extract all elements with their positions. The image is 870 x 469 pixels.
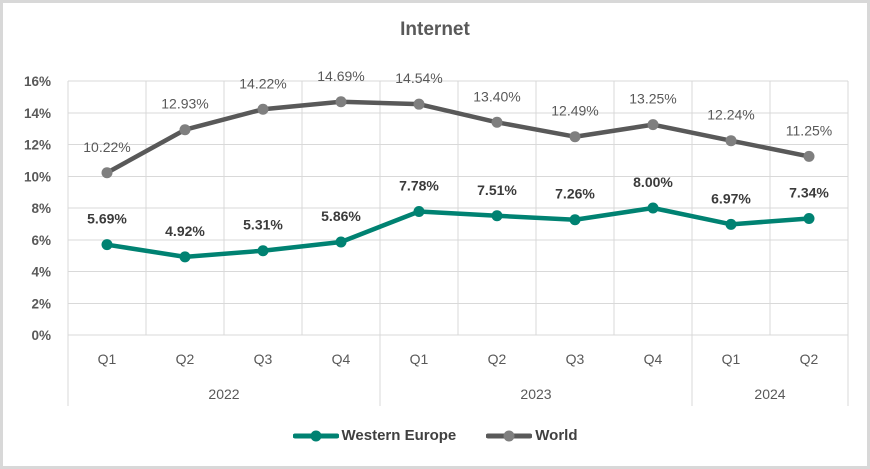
legend-marker-western-europe bbox=[292, 430, 339, 441]
data-label-western-europe: 7.26% bbox=[555, 186, 595, 202]
legend-label-western-europe: Western Europe bbox=[341, 427, 457, 444]
data-point-western-europe[interactable] bbox=[647, 202, 659, 214]
data-label-western-europe: 7.34% bbox=[789, 184, 829, 200]
x-axis-quarter-label: Q4 bbox=[644, 351, 663, 367]
data-label-world: 12.93% bbox=[161, 96, 208, 112]
data-label-world: 10.22% bbox=[83, 139, 130, 155]
x-axis-year-label: 2024 bbox=[754, 386, 785, 402]
data-label-world: 13.40% bbox=[473, 88, 520, 104]
data-point-world[interactable] bbox=[413, 98, 425, 110]
x-axis-quarter-label: Q2 bbox=[176, 351, 195, 367]
data-point-western-europe[interactable] bbox=[569, 214, 581, 226]
y-axis-tick-label: 2% bbox=[31, 296, 51, 311]
data-label-western-europe: 7.78% bbox=[399, 177, 439, 193]
legend-item-world[interactable]: World bbox=[486, 427, 577, 444]
data-point-western-europe[interactable] bbox=[179, 251, 191, 263]
data-label-world: 12.49% bbox=[551, 103, 598, 119]
data-label-world: 13.25% bbox=[629, 91, 676, 107]
data-label-western-europe: 4.92% bbox=[165, 223, 205, 239]
data-point-western-europe[interactable] bbox=[725, 218, 737, 230]
y-axis-tick-label: 4% bbox=[31, 265, 51, 280]
y-axis-tick-label: 8% bbox=[31, 201, 51, 216]
data-point-world[interactable] bbox=[647, 119, 659, 131]
series-line-western-europe[interactable] bbox=[104, 205, 812, 260]
data-point-western-europe[interactable] bbox=[257, 245, 269, 257]
data-point-world[interactable] bbox=[101, 167, 113, 179]
data-point-world[interactable] bbox=[257, 103, 269, 115]
y-axis-tick-label: 6% bbox=[31, 233, 51, 248]
data-point-western-europe[interactable] bbox=[101, 239, 113, 251]
x-axis-year-label: 2022 bbox=[208, 386, 239, 402]
y-axis-tick-label: 16% bbox=[24, 74, 51, 89]
data-point-world[interactable] bbox=[179, 124, 191, 136]
data-label-western-europe: 5.69% bbox=[87, 211, 127, 227]
legend-item-western-europe[interactable]: Western Europe bbox=[292, 427, 457, 444]
data-label-western-europe: 5.86% bbox=[321, 208, 361, 224]
data-label-world: 14.69% bbox=[317, 68, 364, 84]
data-label-world: 11.25% bbox=[786, 122, 832, 138]
y-axis-tick-label: 14% bbox=[24, 106, 51, 121]
data-label-world: 12.24% bbox=[707, 107, 754, 123]
data-point-world[interactable] bbox=[335, 96, 347, 108]
x-axis-quarter-label: Q1 bbox=[98, 351, 117, 367]
data-point-world[interactable] bbox=[491, 116, 503, 128]
data-point-world[interactable] bbox=[803, 150, 815, 162]
series-line-world[interactable] bbox=[104, 99, 812, 176]
x-axis-year-label: 2023 bbox=[520, 386, 551, 402]
plot-canvas: 0% 2% 4% 6% 8% 10% 12% 14% 16% Q1 Q2 Q3 Q4 Q1 Q2 Q3 Q4 Q1… bbox=[24, 68, 849, 406]
data-point-western-europe[interactable] bbox=[335, 236, 347, 248]
data-label-western-europe: 7.51% bbox=[477, 182, 517, 198]
x-axis-quarter-label: Q3 bbox=[566, 351, 585, 367]
data-label-western-europe: 5.31% bbox=[243, 217, 283, 233]
data-label-world: 14.54% bbox=[395, 70, 442, 86]
data-point-western-europe[interactable] bbox=[491, 210, 503, 222]
data-label-world: 14.22% bbox=[239, 75, 286, 91]
data-label-western-europe: 6.97% bbox=[711, 190, 751, 206]
x-axis-quarter-label: Q1 bbox=[722, 351, 741, 367]
legend-marker-world bbox=[486, 430, 533, 441]
x-axis-quarter-label: Q4 bbox=[332, 351, 351, 367]
x-axis-quarter-label: Q2 bbox=[488, 351, 507, 367]
data-point-western-europe[interactable] bbox=[803, 212, 815, 224]
y-axis-tick-label: 10% bbox=[24, 169, 51, 184]
x-axis-quarter-label: Q2 bbox=[800, 351, 819, 367]
chart-legend: Western Europe World bbox=[3, 427, 867, 444]
x-axis-quarter-label: Q3 bbox=[254, 351, 273, 367]
x-axis-quarter-label: Q1 bbox=[410, 351, 429, 367]
y-axis-tick-label: 0% bbox=[31, 328, 51, 343]
y-axis-tick-label: 12% bbox=[24, 138, 51, 153]
data-label-western-europe: 8.00% bbox=[633, 174, 673, 190]
chart-title[interactable]: Internet bbox=[400, 19, 470, 40]
data-point-world[interactable] bbox=[569, 131, 581, 143]
legend-label-world: World bbox=[535, 427, 578, 444]
data-point-world[interactable] bbox=[725, 135, 737, 147]
data-point-western-europe[interactable] bbox=[413, 205, 425, 217]
